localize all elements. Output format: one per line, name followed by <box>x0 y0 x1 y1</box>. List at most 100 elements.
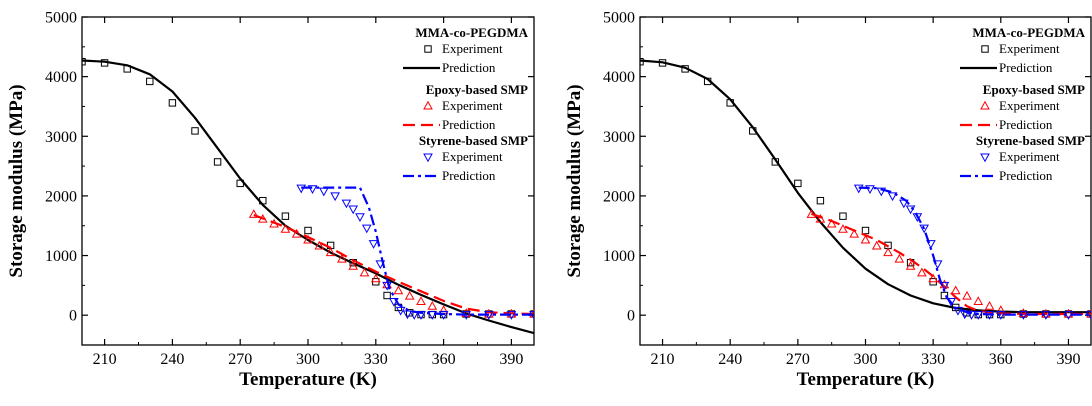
data-point <box>191 127 199 135</box>
data-point <box>946 297 957 307</box>
legend-marker <box>981 45 989 53</box>
y-tick-label: 5000 <box>45 10 77 27</box>
data-point <box>307 185 318 194</box>
data-point <box>887 192 898 202</box>
data-point <box>146 77 154 86</box>
legend-marker <box>423 100 433 110</box>
data-point <box>168 99 177 107</box>
data-point <box>361 224 372 234</box>
data-point <box>919 224 929 234</box>
data-point <box>912 213 923 223</box>
x-tick-label: 390 <box>1056 351 1080 368</box>
data-point <box>849 228 860 238</box>
data-point <box>348 205 359 215</box>
data-point <box>926 240 936 249</box>
legend-prediction-label: Prediction <box>442 168 496 183</box>
y-axis-label: Storage modulus (MPa) <box>564 84 585 277</box>
series-line-4 <box>811 212 1091 316</box>
data-point <box>359 267 370 277</box>
data-point <box>318 187 329 197</box>
data-point <box>1063 308 1074 318</box>
legend-group-title: Styrene-based SMP <box>419 133 528 148</box>
data-point <box>940 291 949 300</box>
x-tick-label: 360 <box>989 351 1013 368</box>
legend-prediction-label: Prediction <box>442 117 496 132</box>
data-point <box>461 308 472 317</box>
data-point <box>816 196 825 205</box>
legend-marker <box>980 153 990 163</box>
data-point <box>416 296 426 305</box>
legend-group-title: Epoxy-based SMP <box>426 82 528 97</box>
data-point <box>248 209 259 218</box>
x-tick-label: 330 <box>921 351 945 368</box>
data-point <box>905 261 916 270</box>
y-tick-label: 3000 <box>603 129 635 146</box>
data-point <box>370 273 381 283</box>
data-point <box>1086 311 1091 320</box>
data-point <box>932 260 943 270</box>
series-points-5 <box>296 184 534 320</box>
plot-area <box>82 58 534 335</box>
legend-experiment-label: Experiment <box>442 98 503 113</box>
series-line-4 <box>253 213 534 316</box>
data-point <box>839 212 847 220</box>
data-point <box>416 311 426 320</box>
data-point <box>296 184 307 194</box>
data-point <box>427 301 438 310</box>
data-point <box>213 158 222 166</box>
data-point <box>406 309 414 317</box>
data-point <box>395 306 406 316</box>
legend-prediction-label: Prediction <box>999 117 1053 132</box>
legend-prediction-label: Prediction <box>442 60 496 75</box>
legend-experiment-label: Experiment <box>999 41 1060 56</box>
y-tick-label: 2000 <box>603 188 635 205</box>
legend-marker <box>424 45 432 53</box>
x-tick-label: 390 <box>499 351 523 368</box>
data-point <box>348 261 359 270</box>
data-point <box>303 234 313 244</box>
series-line-6 <box>301 186 534 316</box>
legend-prediction-label: Prediction <box>999 168 1053 183</box>
data-point <box>928 273 938 283</box>
y-tick-label: 4000 <box>45 69 77 86</box>
data-point <box>883 247 893 257</box>
data-point <box>427 311 438 320</box>
data-point <box>939 281 950 291</box>
data-point <box>962 290 972 300</box>
legend-marker <box>423 153 433 163</box>
data-point <box>838 224 848 233</box>
series-line-2 <box>640 59 1091 314</box>
data-point <box>794 179 802 188</box>
data-point <box>337 253 347 263</box>
data-point <box>950 285 961 295</box>
data-point <box>917 267 927 277</box>
y-tick-label: 1000 <box>45 248 77 265</box>
series-line-6 <box>858 186 1091 316</box>
data-point <box>355 213 365 223</box>
legend: MMA-co-PEGDMAExperimentPredictionEpoxy-b… <box>403 25 529 183</box>
data-point <box>876 187 887 197</box>
y-tick-label: 1000 <box>603 248 635 265</box>
data-point <box>871 240 882 250</box>
legend-experiment-label: Experiment <box>999 149 1060 164</box>
data-point <box>1086 308 1091 318</box>
data-point <box>861 226 870 235</box>
x-tick-label: 300 <box>854 351 878 368</box>
legend-prediction-label: Prediction <box>999 60 1053 75</box>
y-tick-label: 3000 <box>45 129 77 146</box>
chart-panel-2: 210 240 270 300 330 360 390 0 1000 2000 3000 4000 50… <box>564 10 1092 390</box>
series-line-2 <box>82 59 534 335</box>
x-tick-label: 210 <box>93 351 117 368</box>
y-tick-label: 0 <box>69 308 77 325</box>
y-tick-label: 5000 <box>603 10 635 27</box>
plot-area <box>640 58 1091 320</box>
data-point <box>393 285 404 295</box>
legend-experiment-label: Experiment <box>999 98 1060 113</box>
legend-marker <box>980 100 990 110</box>
data-point <box>953 306 963 316</box>
legend-group-title: Epoxy-based SMP <box>983 82 1085 97</box>
data-point <box>826 218 837 228</box>
x-tick-label: 270 <box>786 351 810 368</box>
